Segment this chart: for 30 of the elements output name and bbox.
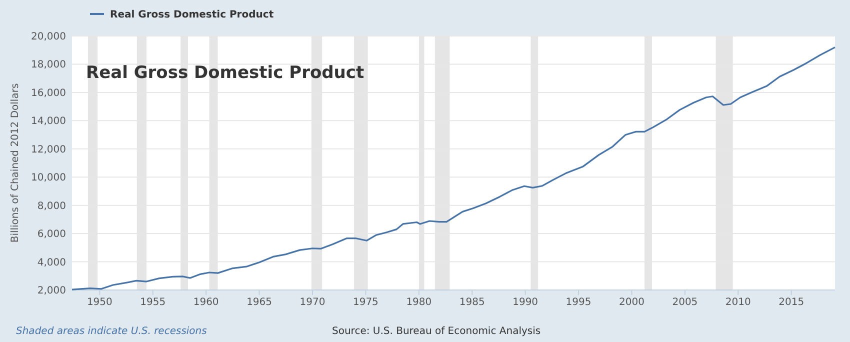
line-series: [71, 46, 836, 290]
x-tick-label: 2005: [672, 297, 698, 308]
y-tick-label: 2,000: [37, 286, 66, 296]
x-tick-label: 2000: [619, 297, 644, 308]
y-axis-title: Billions of Chained 2012 Dollars: [10, 83, 21, 243]
x-tick-label: 1955: [140, 297, 166, 308]
x-tick-label: 1960: [193, 297, 219, 308]
legend-label: Real Gross Domestic Product: [110, 10, 274, 20]
y-tick-label: 6,000: [37, 229, 66, 240]
x-tick-label: 1965: [246, 297, 272, 308]
x-tick-label: 1980: [406, 297, 432, 308]
source-note: Source: U.S. Bureau of Economic Analysis: [332, 326, 541, 337]
y-tick-label: 18,000: [31, 60, 66, 71]
y-tick-label: 14,000: [31, 116, 66, 128]
x-tick-label: 2015: [778, 297, 804, 308]
text: Shaded areas indicate U.S. recessions: [16, 326, 207, 337]
x-tick-label: 1985: [459, 297, 485, 308]
x-tick-label: 2010: [725, 297, 751, 308]
y-tick-label: 20,000: [31, 32, 66, 42]
y-tick-label: 4,000: [37, 257, 66, 268]
y-tick-label: 12,000: [31, 144, 66, 156]
text: Real Gross Domestic Product: [86, 63, 364, 83]
y-tick-label: 8,000: [37, 200, 66, 212]
x-tick-label: 1990: [512, 297, 538, 308]
y-tick-label: 16,000: [31, 88, 66, 99]
x-tick-label: 1975: [352, 297, 378, 308]
x-tick-label: 1995: [566, 297, 592, 308]
y-tick-label: 10,000: [31, 172, 66, 184]
x-tick-label: 1950: [86, 297, 112, 308]
x-tick-label: 1970: [300, 297, 326, 308]
